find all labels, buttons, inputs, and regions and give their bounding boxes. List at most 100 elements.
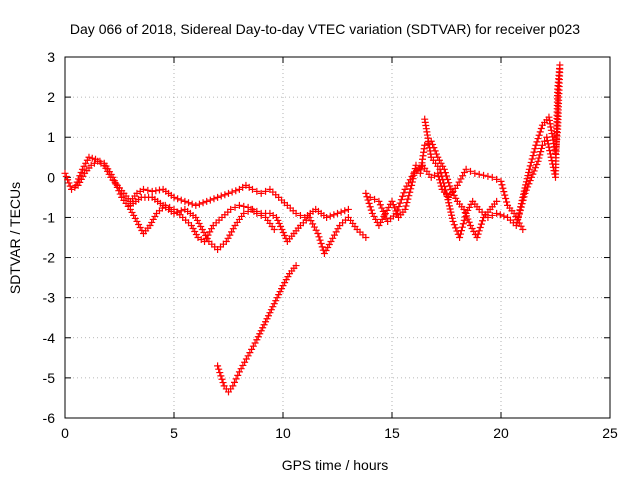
data-point [218,375,226,383]
data-point [317,240,325,248]
data-point [62,173,70,181]
data-point [206,196,214,204]
data-point [226,231,234,239]
series-track-a [61,157,352,221]
data-point [324,244,332,252]
data-point [457,230,465,238]
data-point [493,175,501,183]
data-point [325,241,333,249]
y-tick-label: -6 [43,410,56,426]
data-point [521,189,529,197]
data-point [189,224,197,232]
data-point [246,349,254,357]
data-point [498,181,506,189]
data-point [488,173,496,181]
data-point [269,303,277,311]
data-point [503,198,511,206]
data-point [442,186,450,194]
data-point [466,167,474,175]
data-point [248,185,256,193]
data-point [443,192,451,200]
data-point [365,199,373,207]
data-point [366,203,374,211]
data-point [260,321,268,329]
data-point [370,212,378,220]
data-point [392,209,400,217]
data-point [279,228,287,236]
data-point [64,176,72,184]
y-tick-label: 0 [47,169,55,185]
data-point [366,193,374,201]
data-point [174,195,182,203]
data-point [217,372,225,380]
data-point [475,170,483,178]
data-point [112,180,120,188]
data-point [383,206,391,214]
data-point [273,294,281,302]
data-point [195,200,203,208]
data-point [440,179,448,187]
data-point [394,206,402,214]
data-point [187,221,195,229]
data-point [372,215,380,223]
data-point [199,199,207,207]
data-point [151,212,159,220]
data-point [231,203,239,211]
data-point [215,365,223,373]
x-axis-label: GPS time / hours [282,457,389,473]
data-point [251,339,259,347]
data-point [500,188,508,196]
data-point [375,221,383,229]
data-point [480,171,488,179]
data-point [234,371,242,379]
data-point [497,177,505,185]
data-point [267,306,275,314]
data-point [131,214,139,222]
data-point [460,216,468,224]
data-point [65,179,73,187]
data-point [216,369,224,377]
data-point [535,154,543,162]
data-point [174,208,182,216]
data-point [203,235,211,243]
data-point [455,178,463,186]
data-point [465,203,473,211]
data-point [92,155,100,163]
data-point [72,181,80,189]
data-point [330,231,338,239]
data-point [116,190,124,198]
data-point [435,156,443,164]
data-point [177,196,185,204]
data-point [272,297,280,305]
data-point [185,199,193,207]
data-point [530,167,538,175]
data-point [259,324,267,332]
series-track-d [214,262,300,396]
data-point [281,279,289,287]
data-point [546,147,554,155]
data-point [277,222,285,230]
data-point [531,145,539,153]
data-point [239,361,247,369]
data-point [519,225,527,233]
data-point [389,201,397,209]
data-point [515,210,523,218]
data-point [144,186,152,194]
x-tick-label: 0 [61,425,69,441]
data-point [544,137,552,145]
data-point [538,144,546,152]
data-point [329,234,337,242]
data-point [475,227,483,235]
data-point [254,333,262,341]
data-point [439,176,447,184]
data-point [275,219,283,227]
data-point [536,151,544,159]
data-point [256,330,264,338]
data-point [400,189,408,197]
data-point [444,196,452,204]
data-point [378,204,386,212]
data-point [83,156,91,164]
data-point [452,224,460,232]
data-point [193,216,201,224]
data-point [253,207,261,215]
